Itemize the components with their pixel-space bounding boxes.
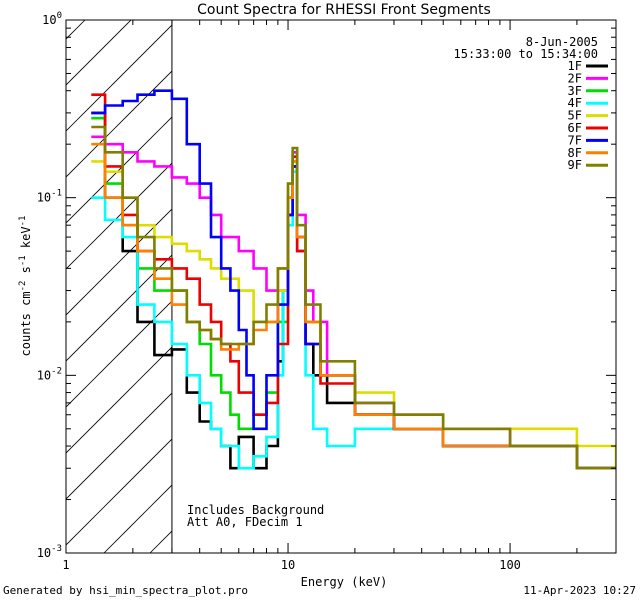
y-tick-label: 10-1 [37, 189, 62, 205]
y-tick-base: 10 [37, 546, 51, 560]
x-axis-label: Energy (keV) [301, 575, 388, 589]
x-tick-label: 10 [281, 558, 295, 572]
y-tick-exp: -1 [51, 189, 62, 199]
legend-label-7F: 7F [568, 133, 582, 147]
legend-label-1F: 1F [568, 59, 582, 73]
legend-label-4F: 4F [568, 96, 582, 110]
footer-generated-by: Generated by hsi_min_spectra_plot.pro [3, 584, 249, 597]
legend-label-8F: 8F [568, 146, 582, 160]
y-tick-base: 10 [42, 13, 56, 27]
y-tick-label: 10-3 [37, 544, 62, 560]
y-tick-base: 10 [37, 368, 51, 382]
hatch-line [66, 208, 172, 316]
y-tick-label: 100 [42, 11, 62, 27]
annotation-attenuator: Att A0, FDecim 1 [187, 515, 303, 529]
hatch-line [66, 438, 172, 546]
time-range-label: 15:33:00 to 15:34:00 [454, 47, 599, 61]
hatch-line [66, 392, 172, 500]
y-tick-base: 10 [37, 191, 51, 205]
x-axis: 1 10 100 [62, 20, 617, 572]
y-tick-exp: -3 [51, 544, 62, 554]
annotation-background: Includes Background [187, 503, 324, 517]
legend-label-2F: 2F [568, 71, 582, 85]
x-tick-label: 100 [499, 558, 521, 572]
series-9F-line [91, 125, 616, 470]
date-label: 8-Jun-2005 [526, 35, 598, 49]
y-label-part: counts cm [19, 291, 33, 356]
y-label-part: s [19, 266, 33, 280]
hatch-line [66, 24, 172, 132]
y-label-exp: -2 [18, 281, 28, 292]
y-tick-exp: 0 [57, 11, 62, 21]
x-tick-label: 1 [62, 558, 69, 572]
legend-label-9F: 9F [568, 158, 582, 172]
hatch-line [66, 70, 172, 178]
y-tick-exp: -2 [51, 366, 62, 376]
attenuator-hatch-region [66, 20, 172, 553]
footer-timestamp: 11-Apr-2023 10:27 [523, 584, 636, 597]
hatch-line [66, 254, 172, 362]
y-label-part: keV [19, 226, 33, 255]
y-tick-label: 10-2 [37, 366, 62, 382]
legend-label-6F: 6F [568, 121, 582, 135]
legend-label-3F: 3F [568, 84, 582, 98]
chart-title: Count Spectra for RHESSI Front Segments [197, 2, 491, 18]
series-4F-line [91, 170, 616, 470]
y-label-exp: -1 [18, 255, 28, 266]
plot-frame [65, 19, 617, 554]
legend-label-5F: 5F [568, 109, 582, 123]
y-label-exp: -1 [18, 216, 28, 227]
series-group [91, 89, 616, 470]
y-axis-label: counts cm-2 s-1 keV-1 [18, 216, 33, 357]
